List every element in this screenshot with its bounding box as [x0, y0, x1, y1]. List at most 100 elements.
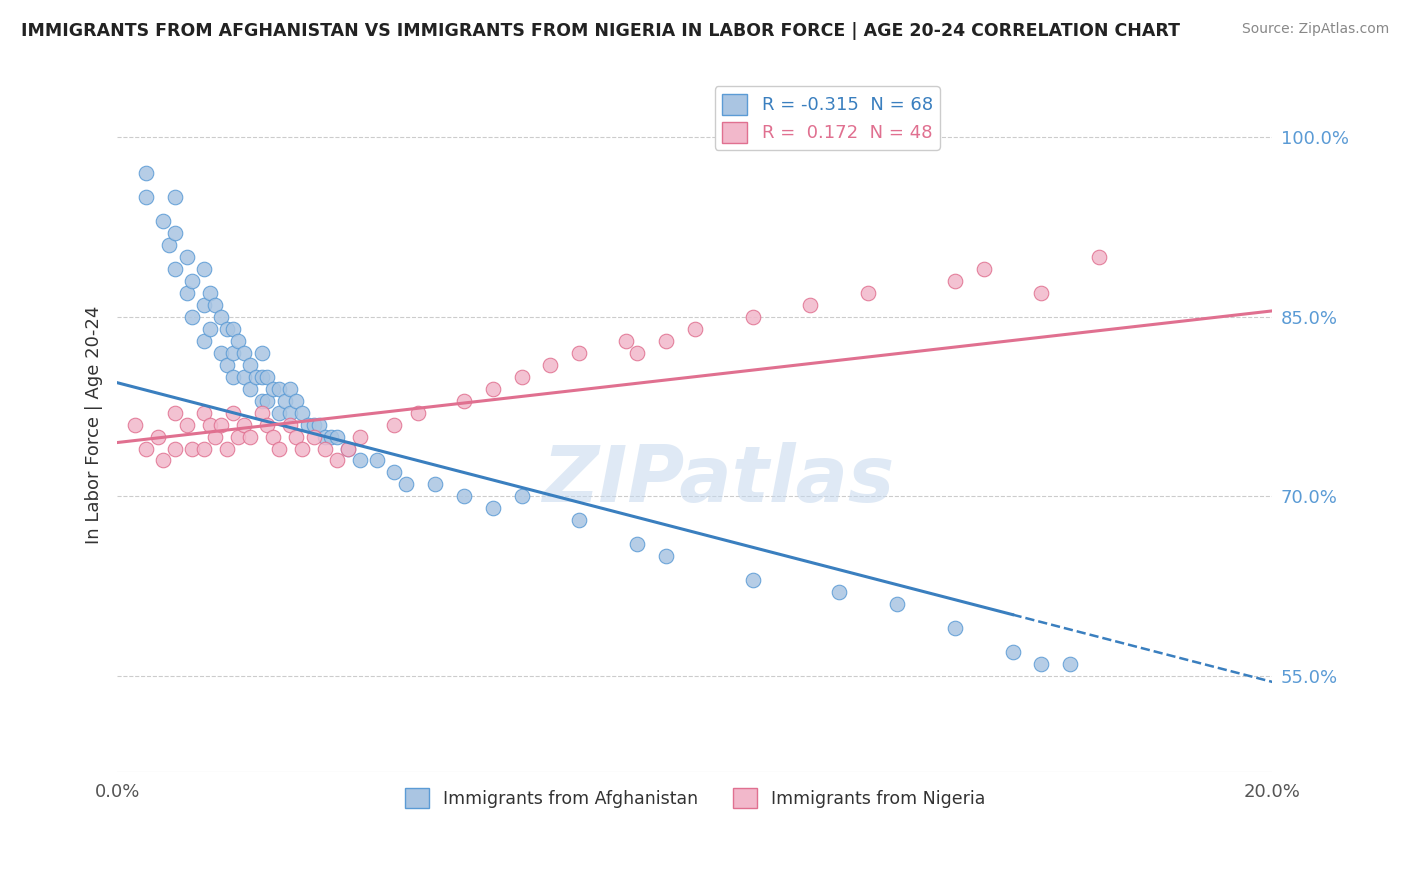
- Point: [198, 322, 221, 336]
- Point: [193, 334, 215, 348]
- Point: [741, 573, 763, 587]
- Point: [325, 453, 347, 467]
- Point: [626, 537, 648, 551]
- Point: [973, 262, 995, 277]
- Point: [262, 382, 284, 396]
- Point: [222, 369, 245, 384]
- Point: [538, 358, 561, 372]
- Point: [181, 442, 204, 456]
- Point: [163, 226, 186, 240]
- Point: [626, 345, 648, 359]
- Point: [176, 250, 198, 264]
- Point: [209, 417, 232, 432]
- Point: [319, 429, 342, 443]
- Point: [453, 490, 475, 504]
- Point: [256, 393, 278, 408]
- Point: [209, 310, 232, 324]
- Point: [233, 417, 256, 432]
- Point: [233, 369, 256, 384]
- Point: [1088, 250, 1111, 264]
- Point: [384, 466, 406, 480]
- Point: [256, 417, 278, 432]
- Point: [228, 334, 250, 348]
- Point: [193, 406, 215, 420]
- Point: [267, 406, 290, 420]
- Point: [152, 453, 174, 467]
- Point: [481, 382, 503, 396]
- Point: [1031, 657, 1053, 671]
- Point: [285, 393, 308, 408]
- Point: [273, 393, 295, 408]
- Point: [146, 429, 169, 443]
- Point: [337, 442, 360, 456]
- Point: [349, 429, 371, 443]
- Point: [204, 298, 226, 312]
- Point: [655, 334, 678, 348]
- Point: [198, 417, 221, 432]
- Point: [395, 477, 418, 491]
- Point: [510, 369, 533, 384]
- Point: [209, 345, 232, 359]
- Point: [308, 417, 330, 432]
- Point: [943, 621, 966, 635]
- Point: [250, 345, 273, 359]
- Point: [215, 358, 238, 372]
- Point: [453, 393, 475, 408]
- Point: [222, 406, 245, 420]
- Point: [163, 442, 186, 456]
- Point: [614, 334, 637, 348]
- Point: [222, 345, 245, 359]
- Point: [314, 442, 336, 456]
- Point: [262, 429, 284, 443]
- Point: [228, 429, 250, 443]
- Point: [222, 322, 245, 336]
- Point: [568, 345, 591, 359]
- Point: [152, 214, 174, 228]
- Point: [423, 477, 446, 491]
- Point: [799, 298, 821, 312]
- Point: [193, 442, 215, 456]
- Point: [1031, 285, 1053, 300]
- Point: [291, 406, 314, 420]
- Y-axis label: In Labor Force | Age 20-24: In Labor Force | Age 20-24: [86, 305, 103, 544]
- Point: [280, 406, 302, 420]
- Point: [741, 310, 763, 324]
- Point: [406, 406, 429, 420]
- Point: [285, 429, 308, 443]
- Point: [655, 549, 678, 564]
- Point: [163, 262, 186, 277]
- Point: [181, 274, 204, 288]
- Point: [302, 429, 325, 443]
- Point: [176, 417, 198, 432]
- Point: [233, 345, 256, 359]
- Legend: Immigrants from Afghanistan, Immigrants from Nigeria: Immigrants from Afghanistan, Immigrants …: [398, 781, 993, 815]
- Point: [1001, 645, 1024, 659]
- Point: [215, 322, 238, 336]
- Point: [135, 442, 157, 456]
- Point: [250, 369, 273, 384]
- Point: [302, 417, 325, 432]
- Point: [856, 285, 879, 300]
- Point: [176, 285, 198, 300]
- Point: [280, 417, 302, 432]
- Point: [215, 442, 238, 456]
- Point: [157, 238, 180, 252]
- Point: [193, 298, 215, 312]
- Point: [291, 442, 314, 456]
- Point: [163, 406, 186, 420]
- Point: [193, 262, 215, 277]
- Point: [297, 417, 319, 432]
- Point: [181, 310, 204, 324]
- Point: [349, 453, 371, 467]
- Point: [366, 453, 388, 467]
- Point: [163, 190, 186, 204]
- Point: [135, 190, 157, 204]
- Point: [828, 585, 851, 599]
- Point: [325, 429, 347, 443]
- Point: [943, 274, 966, 288]
- Text: Source: ZipAtlas.com: Source: ZipAtlas.com: [1241, 22, 1389, 37]
- Text: IMMIGRANTS FROM AFGHANISTAN VS IMMIGRANTS FROM NIGERIA IN LABOR FORCE | AGE 20-2: IMMIGRANTS FROM AFGHANISTAN VS IMMIGRANT…: [21, 22, 1180, 40]
- Point: [124, 417, 146, 432]
- Point: [1059, 657, 1081, 671]
- Point: [683, 322, 706, 336]
